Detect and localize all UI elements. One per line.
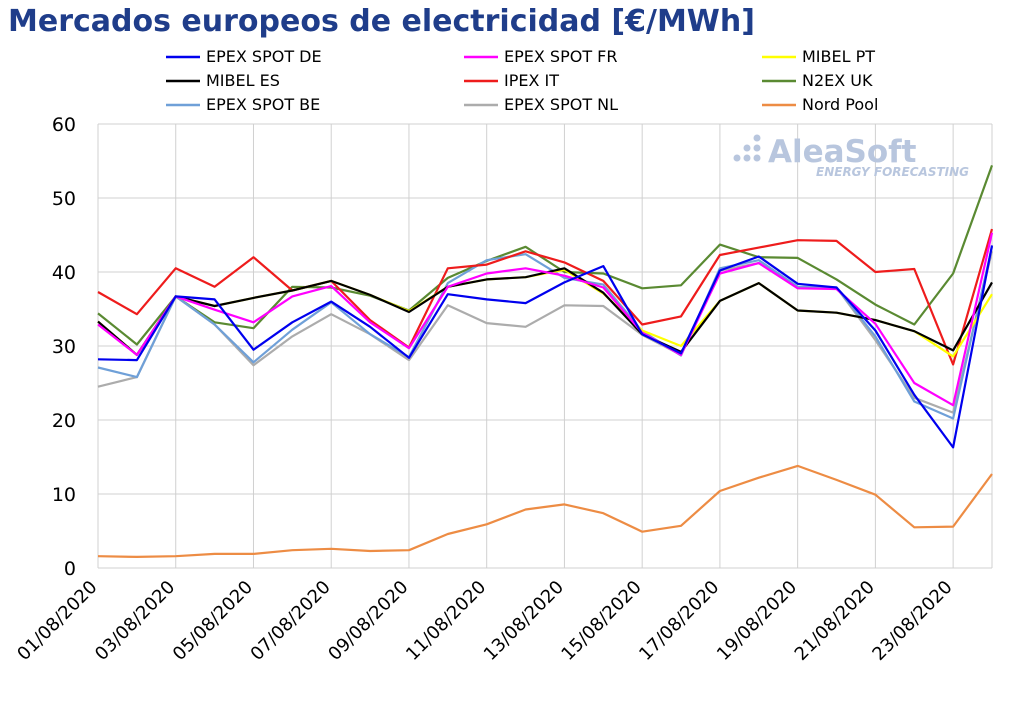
y-tick-label: 50 <box>52 188 76 210</box>
aleasoft-logo: AleaSoft ENERGY FORECASTING <box>733 134 969 179</box>
x-tick-label: 23/08/2020 <box>868 577 956 665</box>
logo-tagline: ENERGY FORECASTING <box>816 165 969 179</box>
legend-label-mibel-pt: MIBEL PT <box>802 47 875 66</box>
y-tick-label: 60 <box>52 114 76 136</box>
legend-label-epex-spot-fr: EPEX SPOT FR <box>504 47 618 66</box>
x-tick-label: 09/08/2020 <box>324 577 412 665</box>
x-tick-label: 17/08/2020 <box>635 577 723 665</box>
series-line-ipex-it <box>97 228 994 366</box>
series-line-n2ex-uk <box>97 165 994 346</box>
legend-label-ipex-it: IPEX IT <box>504 71 559 90</box>
legend-label-epex-spot-nl: EPEX SPOT NL <box>504 95 618 114</box>
legend-label-n2ex-uk: N2EX UK <box>802 71 873 90</box>
series-line-nord-pool <box>97 464 993 559</box>
x-tick-label: 11/08/2020 <box>402 577 490 665</box>
series-line-epex-spot-nl <box>97 251 994 414</box>
y-axis: 0 10 20 30 40 50 60 <box>52 114 76 580</box>
x-tick-label: 05/08/2020 <box>169 577 257 665</box>
y-tick-label: 0 <box>64 558 76 580</box>
x-tick-label: 19/08/2020 <box>713 577 801 665</box>
y-tick-label: 40 <box>52 262 76 284</box>
legend-label-mibel-es: MIBEL ES <box>206 71 280 90</box>
y-tick-label: 20 <box>52 410 76 432</box>
x-tick-label: 21/08/2020 <box>791 577 879 665</box>
grid <box>97 123 993 569</box>
legend-label-epex-spot-be: EPEX SPOT BE <box>206 95 320 114</box>
x-tick-label: 01/08/2020 <box>13 577 101 665</box>
legend: EPEX SPOT DE EPEX SPOT FR MIBEL PT MIBEL ES… <box>166 47 878 114</box>
x-tick-label: 15/08/2020 <box>557 577 645 665</box>
legend-label-nord-pool: Nord Pool <box>802 95 878 114</box>
series-line-epex-spot-de <box>97 245 994 449</box>
y-tick-label: 10 <box>52 484 76 506</box>
series-lines <box>97 165 994 559</box>
x-tick-label: 07/08/2020 <box>247 577 335 665</box>
x-tick-label: 13/08/2020 <box>480 577 568 665</box>
x-tick-label: 03/08/2020 <box>91 577 179 665</box>
legend-label-epex-spot-de: EPEX SPOT DE <box>206 47 322 66</box>
x-axis: 01/08/202003/08/202005/08/202007/08/2020… <box>13 577 956 665</box>
logo-wordmark: AleaSoft <box>768 134 917 170</box>
y-tick-label: 30 <box>52 336 76 358</box>
logo-dots-icon <box>733 134 761 162</box>
chart-title: Mercados europeos de electricidad [€/MWh… <box>8 4 755 39</box>
